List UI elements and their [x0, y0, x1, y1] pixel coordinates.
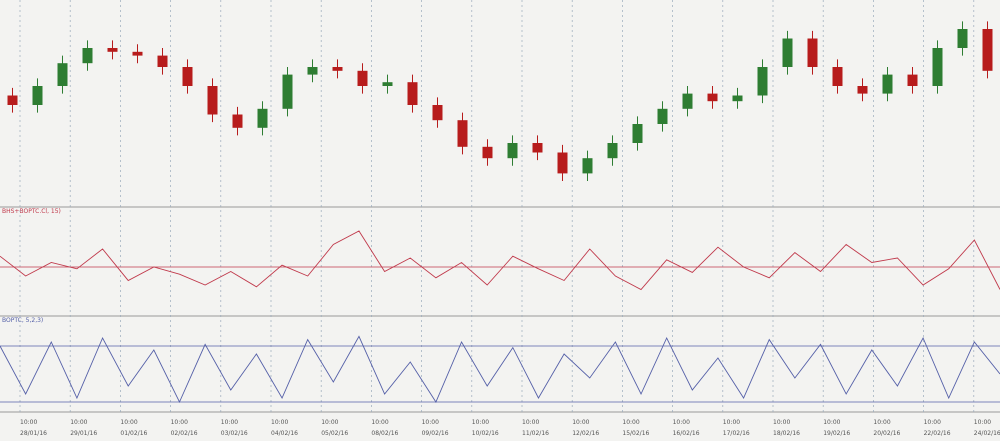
x-tick-label: 10/02/16 [472, 430, 499, 437]
candle-body [882, 74, 893, 94]
x-tick-label: 01/02/16 [120, 430, 147, 437]
x-tick-label: 03/02/16 [221, 430, 248, 437]
candle-body [557, 152, 568, 174]
candle-body [407, 82, 418, 105]
candle-body [432, 105, 443, 121]
x-tick-label: 11/02/16 [522, 430, 549, 437]
candle-body [457, 120, 468, 147]
x-tick-label: 05/02/16 [321, 430, 348, 437]
candle-body [257, 108, 268, 128]
x-tick-label: 09/02/16 [422, 430, 449, 437]
candle-body [757, 67, 768, 96]
x-tick-time: 10:00 [70, 419, 87, 426]
candle-body [282, 74, 293, 109]
x-tick-label: 04/02/16 [271, 430, 298, 437]
candle-body [832, 67, 843, 86]
x-tick-time: 10:00 [171, 419, 188, 426]
candle-body [782, 38, 793, 67]
x-tick-label: 28/01/16 [20, 430, 47, 437]
x-tick-label: 20/02/16 [873, 430, 900, 437]
candle-body [657, 108, 668, 124]
candle-body [132, 51, 143, 56]
candle-body [982, 29, 993, 71]
x-tick-time: 10:00 [823, 419, 840, 426]
candle-body [907, 74, 918, 86]
candle-body [307, 67, 318, 75]
x-tick-time: 10:00 [924, 419, 941, 426]
x-tick-time: 10:00 [522, 419, 539, 426]
x-tick-label: 12/02/16 [572, 430, 599, 437]
candle-body [157, 55, 168, 67]
x-tick-label: 29/01/16 [70, 430, 97, 437]
x-tick-time: 10:00 [622, 419, 639, 426]
candle-body [357, 70, 368, 86]
candle-body [582, 158, 593, 174]
x-tick-label: 08/02/16 [371, 430, 398, 437]
panel-label: BHS+BOPTC.Cl, 15) [2, 208, 61, 215]
indicator-line [0, 335, 1000, 404]
x-tick-time: 10:00 [371, 419, 388, 426]
x-tick-time: 10:00 [422, 419, 439, 426]
x-tick-label: 22/02/16 [924, 430, 951, 437]
x-tick-time: 10:00 [673, 419, 690, 426]
candle-body [182, 67, 193, 86]
candle-body [382, 82, 393, 86]
candle-body [57, 63, 68, 86]
panel-label: BOPTC, 5,2,3) [2, 317, 43, 324]
candle-body [857, 86, 868, 94]
candle-body [807, 38, 818, 67]
indicator-line [0, 230, 1000, 291]
x-tick-time: 10:00 [321, 419, 338, 426]
candle-body [732, 95, 743, 102]
x-tick-label: 24/02/16 [974, 430, 1000, 437]
candle-body [7, 95, 18, 105]
candle-body [682, 93, 693, 109]
candle-body [532, 143, 543, 153]
x-tick-time: 10:00 [271, 419, 288, 426]
x-tick-label: 17/02/16 [723, 430, 750, 437]
candle-body [957, 29, 968, 48]
x-tick-label: 02/02/16 [171, 430, 198, 437]
candle-body [32, 86, 43, 105]
x-tick-time: 10:00 [20, 419, 37, 426]
x-tick-label: 16/02/16 [673, 430, 700, 437]
candle-body [482, 146, 493, 159]
x-tick-label: 15/02/16 [622, 430, 649, 437]
candle-body [707, 93, 718, 102]
candle-body [107, 48, 118, 52]
candle-body [82, 48, 93, 64]
candle-body [232, 114, 243, 128]
x-tick-time: 10:00 [472, 419, 489, 426]
candle-body [632, 124, 643, 143]
x-tick-time: 10:00 [773, 419, 790, 426]
x-tick-time: 10:00 [572, 419, 589, 426]
x-tick-time: 10:00 [723, 419, 740, 426]
x-tick-time: 10:00 [221, 419, 238, 426]
x-tick-label: 19/02/16 [823, 430, 850, 437]
candle-body [507, 143, 518, 159]
candle-body [332, 67, 343, 71]
x-tick-time: 10:00 [120, 419, 137, 426]
x-tick-time: 10:00 [873, 419, 890, 426]
x-tick-time: 10:00 [974, 419, 991, 426]
candle-body [932, 48, 943, 86]
x-tick-label: 18/02/16 [773, 430, 800, 437]
candle-body [207, 86, 218, 115]
candle-body [607, 143, 618, 159]
